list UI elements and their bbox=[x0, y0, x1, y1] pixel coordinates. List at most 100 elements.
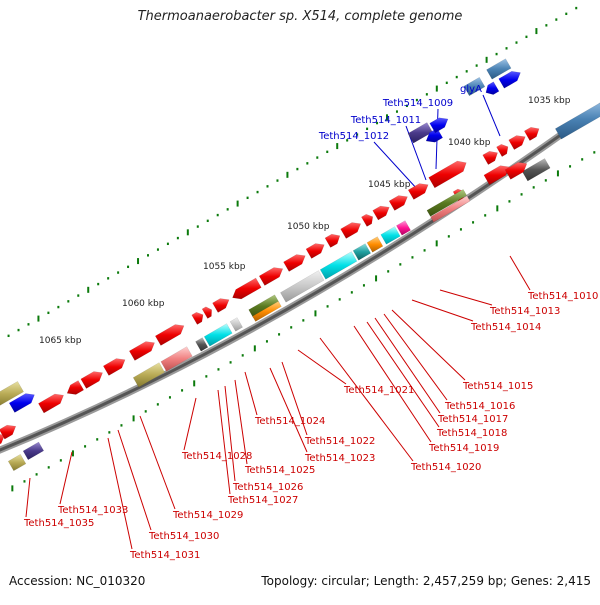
gene-reverse bbox=[132, 362, 165, 388]
gene-upper bbox=[498, 71, 521, 89]
ruler-label: 1055 kbp bbox=[203, 262, 246, 272]
gene-reverse bbox=[195, 337, 209, 352]
leader-line bbox=[281, 361, 308, 436]
gene-reverse bbox=[248, 294, 280, 318]
gene-forward bbox=[372, 205, 390, 221]
gene-forward bbox=[361, 213, 374, 227]
gene-forward bbox=[508, 135, 526, 150]
gene-label-bottom: Teth514_1026 bbox=[232, 482, 303, 493]
gene-label-bottom: Teth514_1010 bbox=[527, 291, 598, 302]
gene-reverse bbox=[430, 195, 471, 223]
gene-label-bottom: Teth514_1028 bbox=[181, 451, 252, 462]
gene-label-bottom: Teth514_1013 bbox=[489, 306, 560, 317]
gene-reverse bbox=[252, 300, 282, 322]
gene-far bbox=[22, 441, 45, 461]
gene-forward bbox=[428, 160, 467, 189]
gene-forward bbox=[496, 144, 509, 157]
leader-line bbox=[139, 415, 176, 510]
gene-forward bbox=[154, 324, 185, 346]
gene-label-bottom: Teth514_1023 bbox=[304, 453, 375, 464]
ruler-label: 1035 kbp bbox=[528, 96, 571, 106]
gene-reverse bbox=[352, 243, 372, 261]
gene-label-top: Teth514_1009 bbox=[382, 98, 453, 109]
leader-line bbox=[25, 477, 31, 518]
ruler-label: 1040 kbp bbox=[448, 138, 491, 148]
gene-forward bbox=[340, 222, 362, 239]
leader-line bbox=[224, 385, 236, 482]
gene-forward bbox=[554, 102, 600, 140]
map-title: Thermoanaerobacter sp. X514, complete ge… bbox=[137, 9, 463, 24]
gene-upper bbox=[504, 162, 528, 180]
gene-reverse bbox=[426, 189, 468, 217]
leader-line bbox=[269, 367, 308, 453]
gene-track bbox=[0, 58, 600, 472]
genome-backbone bbox=[0, 102, 600, 454]
ruler-label: 1050 kbp bbox=[287, 222, 330, 232]
leader-line bbox=[373, 141, 419, 191]
gene-upper bbox=[521, 158, 551, 182]
gene-label-bottom: Teth514_1031 bbox=[129, 550, 200, 561]
leader-line bbox=[411, 299, 474, 322]
leader-line bbox=[183, 397, 197, 451]
leader-line bbox=[391, 309, 466, 381]
gene-reverse bbox=[203, 323, 233, 347]
gene-upper bbox=[485, 81, 500, 95]
gene-forward bbox=[201, 306, 212, 319]
gene-label-bottom: Teth514_1015 bbox=[462, 381, 533, 392]
leader-line bbox=[482, 94, 501, 137]
gene-far bbox=[0, 381, 24, 406]
gene-upper bbox=[486, 58, 512, 80]
gene-reverse bbox=[229, 317, 243, 332]
leader-line bbox=[107, 437, 133, 550]
gene-forward bbox=[523, 126, 540, 141]
ruler-label: 1060 kbp bbox=[122, 299, 165, 309]
gene-forward bbox=[283, 254, 306, 272]
gene-upper bbox=[425, 127, 444, 143]
gene-reverse bbox=[396, 220, 411, 236]
gene-reverse bbox=[319, 251, 358, 280]
gene-reverse bbox=[366, 236, 384, 253]
gene-label-bottom: Teth514_1020 bbox=[410, 462, 481, 473]
gene-label-bottom: Teth514_1029 bbox=[172, 510, 243, 521]
gene-forward bbox=[388, 195, 408, 211]
gene-label-top: Teth514_1011 bbox=[350, 115, 421, 126]
gene-forward bbox=[38, 393, 64, 414]
gene-forward bbox=[212, 298, 230, 313]
leader-line bbox=[509, 255, 531, 291]
gene-label-top: glyA bbox=[460, 84, 482, 95]
ruler-track: 1035 kbp 1040 kbp 1045 kbp 1050 kbp 1055 kbp… bbox=[7, 6, 596, 492]
gene-reverse bbox=[160, 346, 193, 372]
leader-line bbox=[439, 289, 493, 306]
gene-label-bottom: Teth514_1033 bbox=[57, 505, 128, 516]
topology-text: Topology: circular; Length: 2,457,259 bp… bbox=[261, 574, 591, 588]
gene-label-bottom: Teth514_1019 bbox=[428, 443, 499, 454]
gene-forward bbox=[324, 233, 341, 248]
gene-forward bbox=[80, 371, 103, 389]
gene-forward bbox=[66, 380, 85, 395]
gene-label-bottom: Teth514_1022 bbox=[304, 436, 375, 447]
leader-line bbox=[319, 337, 414, 462]
gene-label-bottom: Teth514_1014 bbox=[470, 322, 541, 333]
gene-label-bottom: Teth514_1030 bbox=[148, 531, 219, 542]
gene-label-bottom: Teth514_1021 bbox=[343, 385, 414, 396]
gene-forward bbox=[407, 183, 429, 200]
gene-label-bottom: Teth514_1025 bbox=[244, 465, 315, 476]
leader-line bbox=[234, 379, 248, 465]
gene-label-top: Teth514_1012 bbox=[318, 131, 389, 142]
gene-label-bottom: Teth514_1018 bbox=[436, 428, 507, 439]
leader-line bbox=[217, 389, 231, 495]
gene-label-bottom: Teth514_1017 bbox=[437, 414, 508, 425]
gene-forward bbox=[128, 341, 155, 361]
gene-forward bbox=[305, 243, 325, 259]
gene-forward bbox=[191, 311, 204, 325]
gene-forward bbox=[482, 150, 498, 165]
leader-line bbox=[353, 325, 432, 443]
gene-label-bottom: Teth514_1035 bbox=[23, 518, 94, 529]
leader-line bbox=[244, 371, 258, 416]
gene-label-bottom: Teth514_1024 bbox=[254, 416, 325, 427]
leader-line bbox=[297, 349, 347, 385]
gene-upper bbox=[463, 76, 486, 97]
leader-line bbox=[383, 313, 448, 401]
gene-label-bottom: Teth514_1016 bbox=[444, 401, 515, 412]
leader-line bbox=[59, 451, 73, 505]
